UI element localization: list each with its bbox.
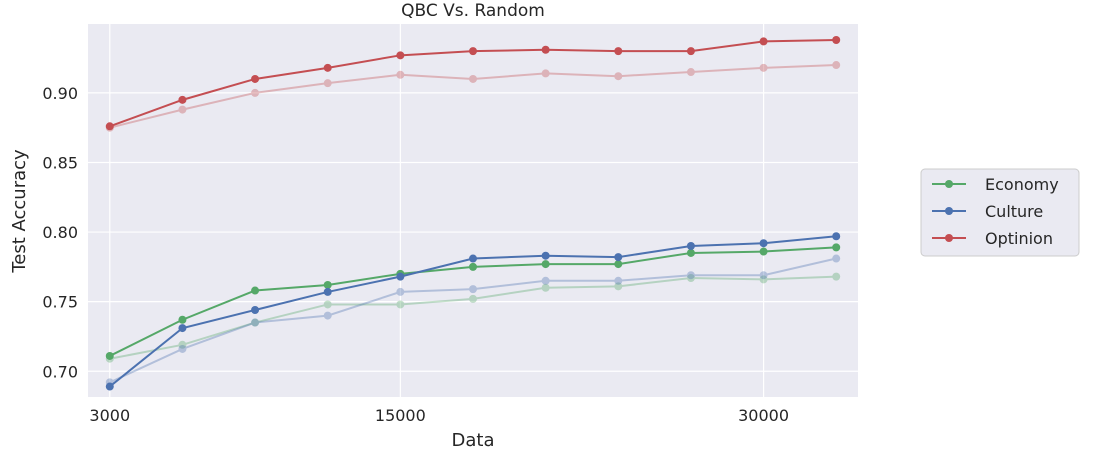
legend-label: Culture xyxy=(985,202,1043,221)
faded-5-series xyxy=(105,61,841,132)
culture-point xyxy=(105,382,114,391)
y-tick-label: 0.90 xyxy=(42,84,78,103)
culture-point xyxy=(469,254,477,263)
culture-point xyxy=(686,241,695,250)
economy-point xyxy=(541,260,550,269)
culture-point xyxy=(614,253,623,262)
faded-5-point xyxy=(396,70,405,79)
y-tick-label: 0.75 xyxy=(42,293,78,312)
y-tick-label: 0.70 xyxy=(42,362,78,381)
faded-5-point xyxy=(614,72,623,81)
optinion-point xyxy=(614,47,623,56)
faded-4-point xyxy=(759,271,768,280)
faded-3-point xyxy=(759,275,768,284)
faded-5-point xyxy=(251,88,260,97)
faded-3-point xyxy=(686,274,695,283)
legend-item-optinion: Optinion xyxy=(932,229,1053,248)
faded-5-point xyxy=(178,105,187,114)
optinion-point xyxy=(759,37,768,46)
culture-point xyxy=(251,306,260,315)
culture-point xyxy=(323,287,332,296)
faded-3-point xyxy=(541,283,550,292)
faded-3-point xyxy=(832,272,841,281)
faded-4-series xyxy=(105,254,841,387)
optinion-point xyxy=(105,122,114,131)
x-axis-title: Data xyxy=(452,430,495,451)
faded-5-line xyxy=(109,64,837,129)
faded-5-point xyxy=(323,79,332,88)
faded-3-line xyxy=(109,275,837,360)
legend-label: Optinion xyxy=(985,229,1053,248)
grid-lines xyxy=(88,24,858,397)
faded-4-point xyxy=(178,344,187,353)
faded-4-point xyxy=(686,271,695,280)
faded-3-point xyxy=(251,318,260,327)
legend-point-marker xyxy=(945,180,953,188)
faded-4-point xyxy=(832,254,841,263)
optinion-point xyxy=(832,36,841,45)
culture-point xyxy=(178,324,187,333)
chart-title: QBC Vs. Random xyxy=(401,1,545,21)
faded-5-point xyxy=(832,61,841,70)
culture-point xyxy=(396,272,405,281)
y-axis-title: Test Accuracy xyxy=(9,149,30,274)
faded-4-point xyxy=(469,285,477,294)
series-layer xyxy=(105,36,841,391)
x-tick-label: 15000 xyxy=(375,406,426,425)
faded-4-point xyxy=(541,276,550,285)
economy-point xyxy=(251,286,260,295)
optinion-series xyxy=(105,36,841,131)
economy-point xyxy=(469,262,477,271)
plot-area xyxy=(88,24,858,397)
faded-5-point xyxy=(541,69,550,78)
economy-point xyxy=(178,315,187,324)
economy-point xyxy=(323,280,332,289)
faded-3-point xyxy=(178,340,187,349)
faded-5-point xyxy=(469,74,477,83)
optinion-point xyxy=(396,51,405,60)
economy-point xyxy=(614,260,623,269)
legend: Economy Culture Optinion xyxy=(920,168,1080,257)
optinion-point xyxy=(251,74,260,83)
optinion-point xyxy=(541,45,550,54)
y-tick-label: 0.80 xyxy=(42,223,78,242)
faded-3-point xyxy=(323,300,332,309)
legend-label: Economy xyxy=(985,175,1059,194)
x-tick-label: 30000 xyxy=(738,406,789,425)
legend-item-culture: Culture xyxy=(932,202,1043,221)
faded-4-point xyxy=(323,311,332,320)
economy-point xyxy=(832,243,841,252)
x-tick-label: 3000 xyxy=(89,406,130,425)
economy-point xyxy=(686,248,695,257)
faded-3-point xyxy=(396,300,405,309)
economy-point xyxy=(105,351,114,360)
culture-series xyxy=(105,232,841,391)
culture-point xyxy=(832,232,841,241)
optinion-point xyxy=(686,47,695,56)
optinion-point xyxy=(323,63,332,72)
y-tick-label: 0.85 xyxy=(42,153,78,172)
culture-point xyxy=(541,251,550,260)
faded-5-point xyxy=(686,68,695,77)
tick-labels: 0.70 0.75 0.80 0.85 0.90 3000 15000 30000 xyxy=(42,84,789,425)
faded-4-line xyxy=(109,257,837,384)
optinion-point xyxy=(469,47,477,56)
faded-4-point xyxy=(251,318,260,327)
culture-point xyxy=(759,239,768,248)
faded-3-point xyxy=(469,294,477,303)
legend-point-marker xyxy=(945,207,953,215)
economy-point xyxy=(759,247,768,256)
faded-4-point xyxy=(396,287,405,296)
legend-point-marker xyxy=(945,234,953,242)
optinion-point xyxy=(178,95,187,104)
faded-3-point xyxy=(614,282,623,291)
legend-box xyxy=(920,168,1080,257)
legend-item-economy: Economy xyxy=(932,175,1059,194)
faded-4-point xyxy=(614,276,623,285)
faded-5-point xyxy=(759,63,768,72)
